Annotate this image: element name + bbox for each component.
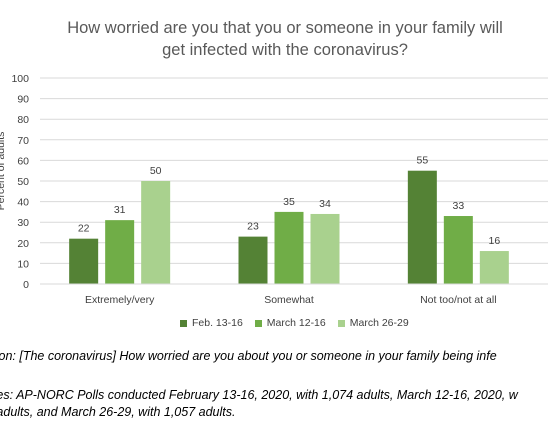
y-tick-label: 0 <box>23 279 29 291</box>
y-axis-label: Percent of adults <box>0 132 7 211</box>
data-label: 23 <box>247 221 259 233</box>
legend-swatch <box>254 319 262 327</box>
category-label: Extremely/very <box>85 294 155 306</box>
data-label: 31 <box>114 204 126 216</box>
legend-swatch <box>180 319 187 327</box>
data-label: 34 <box>319 198 331 210</box>
y-tick-label: 10 <box>17 258 29 270</box>
legend-item: Feb. 13-16 <box>180 317 243 329</box>
y-tick-label: 70 <box>17 135 29 147</box>
legend-label: March 12-16 <box>266 317 326 329</box>
data-label: 35 <box>283 196 295 208</box>
y-tick-label: 80 <box>17 114 29 126</box>
bar <box>443 216 473 284</box>
chart-title-line-1: How worried are you that you or someone … <box>67 19 503 37</box>
data-label: 16 <box>488 235 500 247</box>
data-label: 22 <box>78 223 90 235</box>
y-tick-label: 20 <box>17 238 29 250</box>
question-note-line-1: stion: [The coronavirus] How worried are… <box>0 349 497 363</box>
y-tick-label: 40 <box>17 197 29 209</box>
legend: Feb. 13-16 March 12-16 March 26-29 <box>180 317 409 329</box>
bar <box>105 220 135 284</box>
bar <box>141 181 171 284</box>
data-label: 50 <box>150 165 162 177</box>
data-label: 33 <box>452 200 464 212</box>
y-tick-label: 30 <box>17 217 29 229</box>
chart-title: How worried are you that you or someone … <box>60 17 510 61</box>
y-tick-label: 90 <box>17 94 29 106</box>
sources-note-line-1: rces: AP-NORC Polls conducted February 1… <box>0 388 518 402</box>
data-label: 55 <box>416 155 428 167</box>
legend-swatch <box>337 319 345 327</box>
legend-item: March 12-16 <box>254 317 326 329</box>
legend-label: March 26-29 <box>349 317 409 329</box>
question-note-line-2: ... <box>0 366 536 382</box>
legend-label: Feb. 13-16 <box>192 317 243 329</box>
bar <box>407 170 437 284</box>
bar <box>238 236 268 284</box>
sources-note-line-2: 3 adults, and March 26-29, with 1,057 ad… <box>0 405 236 419</box>
bar <box>479 251 509 284</box>
bar <box>310 213 340 284</box>
y-tick-label: 50 <box>17 176 29 188</box>
category-label: Not too/not at all <box>420 294 496 306</box>
category-label: Somewhat <box>264 294 314 306</box>
bar <box>274 211 304 284</box>
bar <box>69 238 99 284</box>
y-tick-label: 100 <box>11 73 29 85</box>
y-tick-label: 60 <box>17 155 29 167</box>
legend-item: March 26-29 <box>337 317 409 329</box>
chart-title-line-2: get infected with the coronavirus? <box>162 41 408 59</box>
bar-chart: 0 10 20 30 40 50 60 70 80 90 100 Percent of adults 2… <box>0 73 548 306</box>
